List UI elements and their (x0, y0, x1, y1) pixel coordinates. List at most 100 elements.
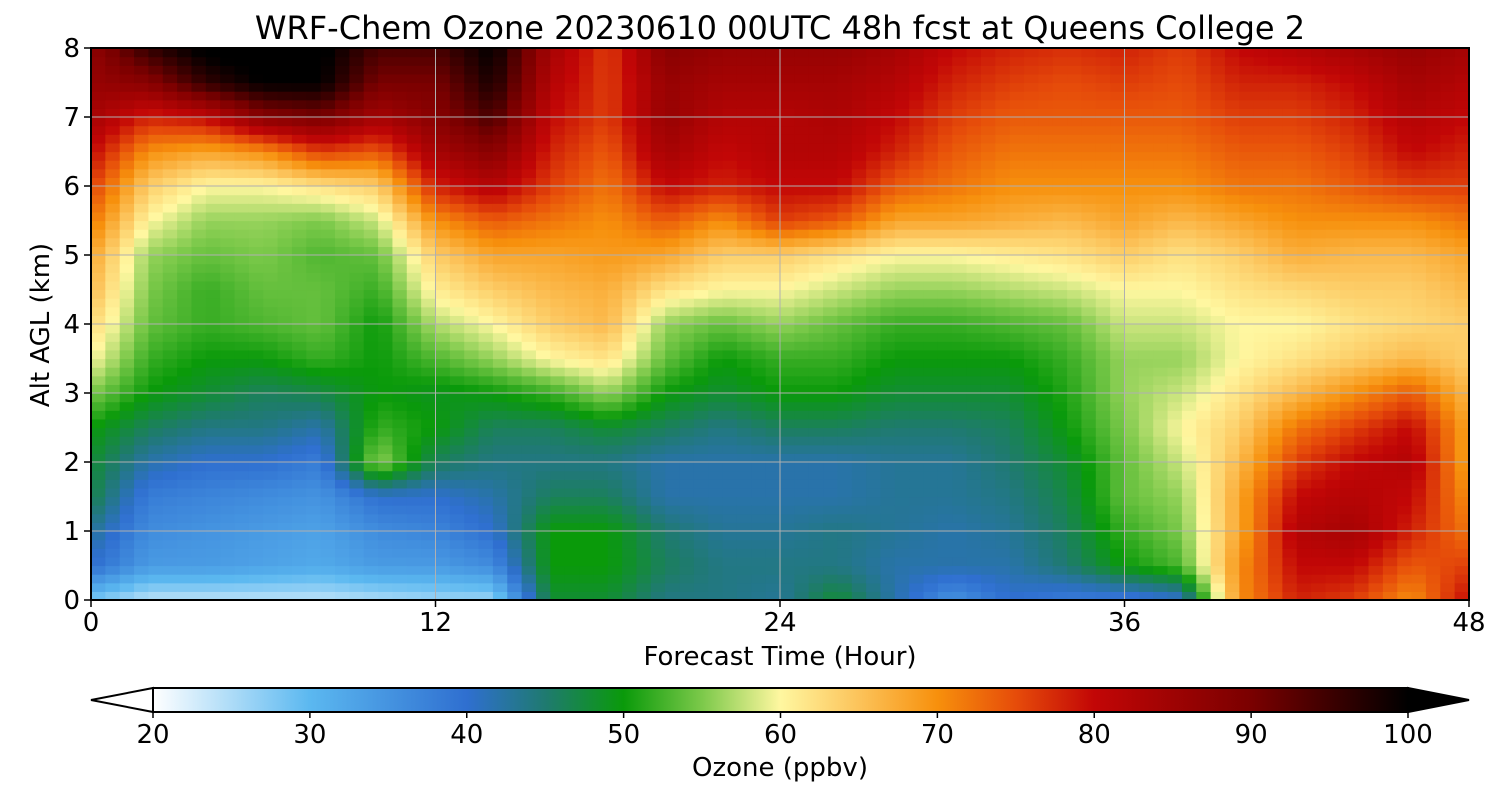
heatmap-cell (435, 548, 451, 558)
heatmap-cell (550, 393, 566, 403)
heatmap-cell (91, 65, 106, 75)
heatmap-cell (923, 591, 939, 600)
heatmap-cell (535, 272, 551, 282)
heatmap-cell (277, 531, 293, 541)
heatmap-cell (148, 108, 164, 118)
heatmap-cell (248, 393, 264, 403)
heatmap-cell (464, 289, 480, 299)
heatmap-cell (780, 177, 795, 187)
heatmap-cell (650, 384, 666, 394)
heatmap-cell (1110, 194, 1126, 204)
heatmap-cell (306, 582, 322, 592)
heatmap-cell (966, 211, 982, 222)
heatmap-cell (521, 117, 537, 127)
heatmap-cell (579, 117, 594, 127)
heatmap-cell (722, 168, 738, 178)
heatmap-cell (780, 160, 795, 170)
heatmap-cell (866, 306, 882, 316)
heatmap-cell (966, 410, 982, 420)
heatmap-cell (794, 82, 810, 92)
heatmap-cell (1167, 203, 1183, 213)
heatmap-cell (564, 487, 580, 498)
heatmap-cell (894, 246, 910, 256)
heatmap-cell (320, 574, 336, 584)
heatmap-cell (650, 479, 666, 489)
heatmap-cell (837, 134, 853, 144)
heatmap-cell (105, 186, 121, 196)
heatmap-cell (1095, 513, 1111, 523)
heatmap-cell (378, 220, 394, 230)
heatmap-cell (679, 479, 695, 489)
heatmap-cell (320, 393, 336, 403)
heatmap-cell (406, 306, 422, 316)
heatmap-cell (693, 349, 709, 360)
heatmap-cell (866, 177, 882, 187)
heatmap-cell (851, 306, 867, 316)
heatmap-cell (421, 315, 437, 325)
heatmap-cell (1110, 315, 1126, 325)
heatmap-cell (363, 134, 379, 144)
heatmap-cell (980, 306, 996, 316)
heatmap-cell (507, 280, 523, 291)
heatmap-cell (736, 367, 752, 377)
heatmap-cell (650, 453, 666, 463)
heatmap-cell (248, 513, 264, 523)
heatmap-cell (378, 315, 394, 325)
heatmap-cell (722, 160, 738, 170)
heatmap-cell (823, 91, 839, 101)
heatmap-cell (1181, 82, 1197, 92)
heatmap-cell (306, 513, 322, 523)
heatmap-cell (1110, 574, 1126, 584)
heatmap-cell (248, 117, 264, 127)
heatmap-cell (263, 341, 279, 351)
heatmap-cell (162, 418, 178, 429)
heatmap-cell (1052, 306, 1068, 316)
heatmap-cell (291, 427, 307, 437)
heatmap-cell (823, 505, 839, 515)
heatmap-cell (765, 548, 781, 558)
heatmap-cell (622, 444, 638, 454)
heatmap-cell (866, 470, 882, 480)
heatmap-cell (923, 444, 939, 454)
heatmap-cell (464, 418, 480, 429)
heatmap-cell (162, 263, 178, 273)
heatmap-cell (995, 117, 1011, 127)
heatmap-cell (980, 73, 996, 84)
heatmap-cell (708, 289, 724, 299)
heatmap-cell (1081, 539, 1097, 549)
heatmap-cell (277, 513, 293, 523)
heatmap-cell (464, 324, 480, 334)
heatmap-cell (650, 255, 666, 265)
heatmap-cell (1052, 582, 1068, 592)
heatmap-cell (1009, 462, 1025, 472)
heatmap-cell (263, 496, 279, 506)
heatmap-cell (579, 220, 594, 230)
heatmap-cell (205, 142, 221, 153)
heatmap-cell (191, 151, 207, 161)
heatmap-cell (966, 358, 982, 368)
heatmap-cell (234, 91, 250, 101)
heatmap-cell (134, 263, 150, 273)
heatmap-cell (220, 211, 236, 222)
heatmap-cell (464, 513, 480, 523)
heatmap-cell (1095, 56, 1111, 66)
heatmap-cell (507, 332, 523, 342)
heatmap-cell (665, 496, 681, 506)
heatmap-cell (636, 82, 652, 92)
heatmap-cell (693, 220, 709, 230)
heatmap-cell (421, 160, 437, 170)
heatmap-cell (894, 142, 910, 153)
heatmap-cell (679, 255, 695, 265)
heatmap-cell (1081, 401, 1097, 411)
heatmap-cell (636, 56, 652, 66)
heatmap-cell (1181, 229, 1197, 239)
heatmap-cell (636, 531, 652, 541)
heatmap-cell (650, 220, 666, 230)
heatmap-cell (923, 203, 939, 213)
heatmap-cell (105, 591, 121, 600)
heatmap-cell (866, 410, 882, 420)
heatmap-cell (880, 65, 896, 75)
heatmap-cell (148, 168, 164, 178)
heatmap-cell (435, 177, 451, 187)
heatmap-cell (550, 531, 566, 541)
